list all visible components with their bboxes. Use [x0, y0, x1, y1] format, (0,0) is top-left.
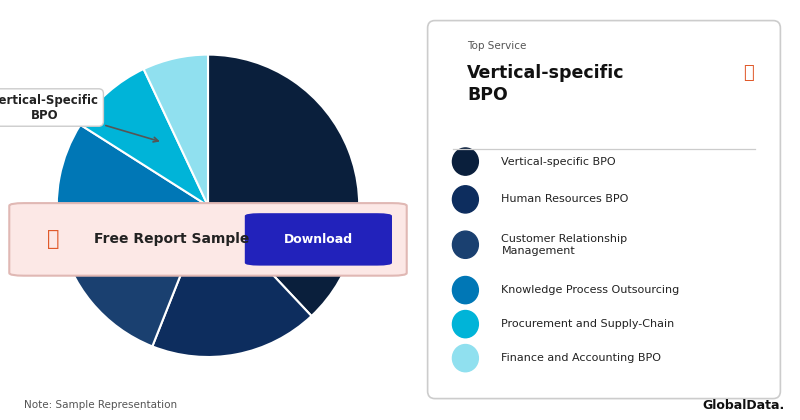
- Circle shape: [453, 344, 478, 372]
- Wedge shape: [59, 206, 208, 346]
- Text: Download: Download: [284, 233, 353, 246]
- Circle shape: [453, 276, 478, 304]
- Wedge shape: [208, 55, 359, 316]
- Wedge shape: [152, 206, 311, 357]
- Text: Human Resources BPO: Human Resources BPO: [502, 194, 629, 205]
- Text: 🔒: 🔒: [47, 229, 60, 249]
- Text: 🔒: 🔒: [742, 64, 754, 82]
- Text: GlobalData.: GlobalData.: [702, 399, 784, 412]
- Text: Customer Relationship
Management: Customer Relationship Management: [502, 234, 627, 255]
- FancyBboxPatch shape: [245, 213, 392, 265]
- Text: Knowledge Process Outsourcing: Knowledge Process Outsourcing: [502, 285, 680, 295]
- Text: Procurement and Supply-Chain: Procurement and Supply-Chain: [502, 319, 674, 329]
- Wedge shape: [57, 125, 208, 234]
- Text: Vertical-specific
BPO: Vertical-specific BPO: [467, 64, 625, 104]
- FancyBboxPatch shape: [428, 21, 781, 399]
- Circle shape: [453, 148, 478, 175]
- Text: Free Report Sample: Free Report Sample: [94, 232, 249, 247]
- Text: Top Service: Top Service: [467, 41, 526, 51]
- Text: Vertical-Specific
BPO: Vertical-Specific BPO: [0, 94, 158, 142]
- Text: Note: Sample Representation: Note: Sample Representation: [24, 400, 177, 410]
- Wedge shape: [80, 69, 208, 206]
- FancyBboxPatch shape: [10, 203, 406, 276]
- Text: Vertical-specific BPO: Vertical-specific BPO: [502, 157, 616, 167]
- Circle shape: [453, 186, 478, 213]
- Circle shape: [453, 231, 478, 258]
- Text: Finance and Accounting BPO: Finance and Accounting BPO: [502, 353, 662, 363]
- Circle shape: [453, 310, 478, 338]
- Wedge shape: [144, 55, 208, 206]
